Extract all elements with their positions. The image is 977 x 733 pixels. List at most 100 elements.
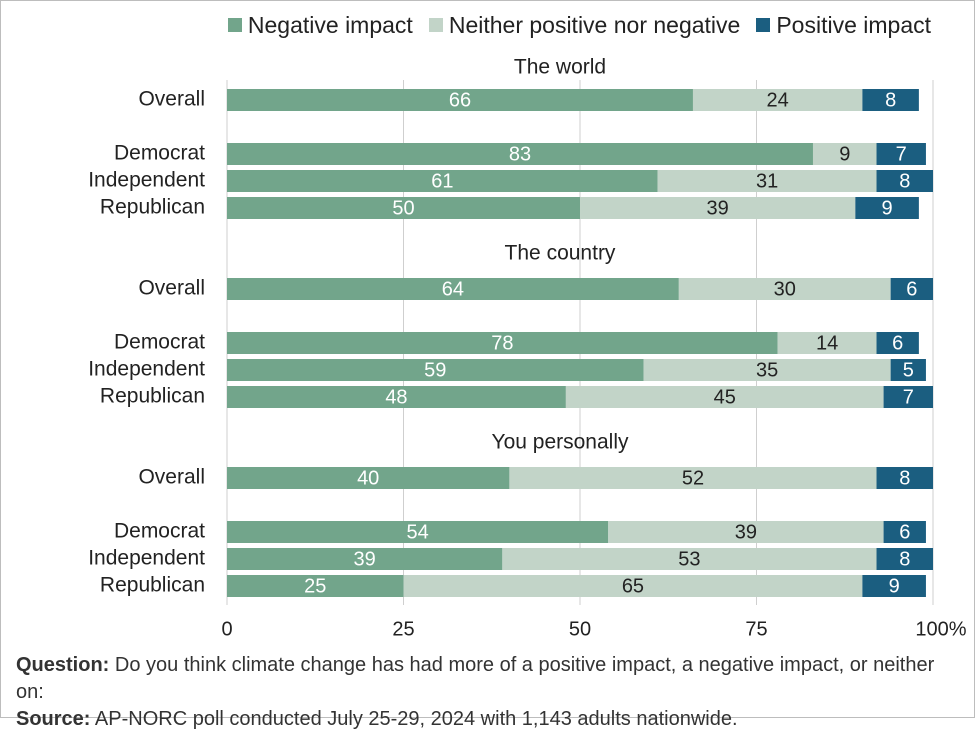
legend-label-positive: Positive impact xyxy=(776,11,931,38)
bar-segment-positive xyxy=(876,170,933,192)
notes: Question: Do you think climate change ha… xyxy=(16,652,961,733)
data-label-neither: 35 xyxy=(756,359,778,381)
legend-swatch-neither xyxy=(428,18,443,32)
data-label-negative: 50 xyxy=(392,197,414,219)
bar-segment-neither xyxy=(643,359,891,381)
bar-segment-neither xyxy=(502,548,877,570)
bar-segment-negative xyxy=(227,521,609,543)
data-label-negative: 48 xyxy=(385,386,407,408)
x-tick-label: 50 xyxy=(569,618,591,640)
x-tick-label: 100% xyxy=(915,618,966,640)
x-tick-label: 25 xyxy=(392,618,414,640)
legend-item-neither: Neither positive nor negative xyxy=(428,11,741,39)
bar-segment-negative xyxy=(227,332,778,354)
bar-segment-positive xyxy=(876,143,926,165)
bar-row-democrat: Democrat 78 14 6 xyxy=(114,331,919,354)
data-label-negative: 54 xyxy=(406,521,428,543)
data-label-positive: 8 xyxy=(899,548,910,570)
data-label-negative: 83 xyxy=(509,143,531,165)
data-label-neither: 24 xyxy=(767,89,789,111)
row-label: Overall xyxy=(138,277,205,300)
bar-row-independent: Independent 59 35 5 xyxy=(88,358,926,381)
data-label-positive: 6 xyxy=(899,521,910,543)
row-label: Democrat xyxy=(114,331,205,354)
data-label-positive: 7 xyxy=(903,386,914,408)
panel-title: You personally xyxy=(492,431,629,454)
bar-segment-negative xyxy=(227,467,510,489)
data-label-positive: 5 xyxy=(903,359,914,381)
bar-segment-negative xyxy=(227,89,693,111)
data-label-neither: 14 xyxy=(816,332,838,354)
question-label: Question: xyxy=(16,654,110,676)
legend-swatch-positive xyxy=(756,18,771,32)
x-tick-label: 75 xyxy=(745,618,767,640)
row-label: Republican xyxy=(100,196,205,219)
source-label: Source: xyxy=(16,708,91,730)
row-label: Independent xyxy=(88,547,205,570)
row-label: Overall xyxy=(138,88,205,111)
data-label-negative: 59 xyxy=(424,359,446,381)
bar-row-overall: Overall 40 52 8 xyxy=(138,466,933,489)
data-label-negative: 25 xyxy=(304,575,326,597)
panel-2: The country Overall 64 30 6 Democrat 78 14 6 Inde… xyxy=(88,242,933,408)
bar-segment-neither xyxy=(657,170,877,192)
bar-row-republican: Republican 50 39 9 xyxy=(100,196,919,219)
legend-swatch-negative xyxy=(227,18,242,32)
data-label-neither: 39 xyxy=(707,197,729,219)
data-label-positive: 6 xyxy=(892,332,903,354)
data-label-negative: 39 xyxy=(354,548,376,570)
bar-segment-positive xyxy=(890,278,933,300)
panel-3: You personally Overall 40 52 8 Democrat 54 39 6 I… xyxy=(88,431,933,597)
data-label-positive: 8 xyxy=(899,467,910,489)
data-label-neither: 45 xyxy=(714,386,736,408)
bar-segment-positive xyxy=(883,521,926,543)
data-label-negative: 78 xyxy=(491,332,513,354)
bar-segment-neither xyxy=(812,143,877,165)
data-label-positive: 8 xyxy=(899,170,910,192)
bar-segment-neither xyxy=(565,386,884,408)
bar-segment-neither xyxy=(678,278,891,300)
legend-label-neither: Neither positive nor negative xyxy=(448,11,741,38)
bar-segment-negative xyxy=(227,359,644,381)
data-label-neither: 30 xyxy=(774,278,796,300)
bar-segment-neither xyxy=(509,467,877,489)
legend-item-positive: Positive impact xyxy=(756,12,931,39)
data-label-neither: 65 xyxy=(622,575,644,597)
row-label: Democrat xyxy=(114,520,205,543)
bar-segment-positive xyxy=(883,386,933,408)
bar-segment-positive xyxy=(876,332,919,354)
bar-row-overall: Overall 64 30 6 xyxy=(138,277,933,300)
panel-title: The country xyxy=(505,242,616,265)
bar-segment-positive xyxy=(862,89,919,111)
data-label-neither: 31 xyxy=(756,170,778,192)
chart-frame xyxy=(0,0,975,718)
data-label-positive: 9 xyxy=(889,575,900,597)
row-label: Republican xyxy=(100,574,205,597)
bar-segment-neither xyxy=(777,332,877,354)
bar-segment-positive xyxy=(890,359,926,381)
bar-row-republican: Republican 48 45 7 xyxy=(100,385,933,408)
legend-item-negative: Negative impact xyxy=(227,12,413,39)
bar-segment-negative xyxy=(227,548,503,570)
row-label: Democrat xyxy=(114,142,205,165)
question-note: Question: Do you think climate change ha… xyxy=(16,652,961,706)
data-label-negative: 61 xyxy=(431,170,453,192)
bar-row-democrat: Democrat 83 9 7 xyxy=(114,142,926,165)
bar-segment-negative xyxy=(227,278,679,300)
data-label-neither: 9 xyxy=(839,143,850,165)
bar-row-independent: Independent 61 31 8 xyxy=(88,169,933,192)
data-label-positive: 7 xyxy=(896,143,907,165)
bar-segment-neither xyxy=(692,89,863,111)
data-label-negative: 66 xyxy=(449,89,471,111)
bar-row-independent: Independent 39 53 8 xyxy=(88,547,933,570)
row-label: Republican xyxy=(100,385,205,408)
data-label-positive: 6 xyxy=(906,278,917,300)
bar-segment-positive xyxy=(862,575,926,597)
bar-row-democrat: Democrat 54 39 6 xyxy=(114,520,926,543)
bar-segment-negative xyxy=(227,386,566,408)
bar-segment-positive xyxy=(855,197,919,219)
row-label: Independent xyxy=(88,358,205,381)
bar-row-overall: Overall 66 24 8 xyxy=(138,88,919,111)
